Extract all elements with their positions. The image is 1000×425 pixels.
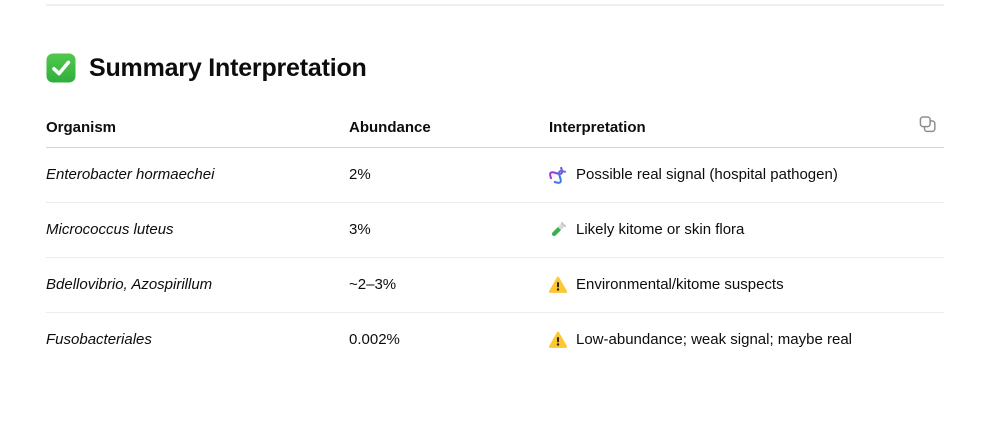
warning-icon: [549, 276, 567, 294]
test-tube-icon: [549, 221, 567, 239]
table-rows: Enterobacter hormaechei 2% Possible real…: [46, 148, 944, 367]
page: { "section": { "title": "Summary Interpr…: [0, 4, 1000, 425]
abundance-cell: ~2–3%: [349, 276, 397, 293]
interpretation-cell: Environmental/kitome suspects: [549, 275, 944, 295]
top-divider: [46, 4, 944, 6]
interpretation-text: Low-abundance; weak signal; maybe real: [576, 331, 852, 348]
interpretation-cell: Low-abundance; weak signal; maybe real: [549, 330, 944, 350]
organism-cell: Fusobacteriales: [46, 331, 152, 348]
column-header-abundance: Abundance: [349, 119, 431, 136]
interpretation-text: Likely kitome or skin flora: [576, 221, 745, 238]
organism-cell: Bdellovibrio, Azospirillum: [46, 276, 213, 293]
table-row: Bdellovibrio, Azospirillum ~2–3% Environ…: [46, 258, 944, 313]
table-header-row: Organism Abundance Interpretation: [46, 106, 944, 148]
interpretation-cell: Likely kitome or skin flora: [549, 220, 944, 240]
column-header-organism: Organism: [46, 119, 117, 136]
section-title: Summary Interpretation: [89, 53, 367, 82]
interpretation-text: Environmental/kitome suspects: [576, 276, 784, 293]
check-mark-icon: [46, 53, 76, 83]
organism-cell: Enterobacter hormaechei: [46, 166, 215, 183]
interpretation-cell: Possible real signal (hospital pathogen): [549, 165, 944, 185]
organism-cell: Micrococcus luteus: [46, 221, 174, 238]
abundance-cell: 0.002%: [349, 331, 400, 348]
section-heading: Summary Interpretation: [46, 53, 944, 83]
column-header-interpretation: Interpretation: [549, 119, 646, 136]
copy-icon: [918, 114, 937, 136]
warning-icon: [549, 331, 567, 349]
abundance-cell: 3%: [349, 221, 371, 238]
dna-icon: [549, 166, 567, 184]
table-row: Fusobacteriales 0.002% Low-abundance; we…: [46, 313, 944, 367]
table-row: Micrococcus luteus 3% Likely kitome or s…: [46, 203, 944, 258]
table-row: Enterobacter hormaechei 2% Possible real…: [46, 148, 944, 203]
summary-table: Organism Abundance Interpretation Entero…: [46, 106, 944, 367]
copy-table-button[interactable]: [915, 113, 939, 137]
abundance-cell: 2%: [349, 166, 371, 183]
interpretation-text: Possible real signal (hospital pathogen): [576, 166, 838, 183]
